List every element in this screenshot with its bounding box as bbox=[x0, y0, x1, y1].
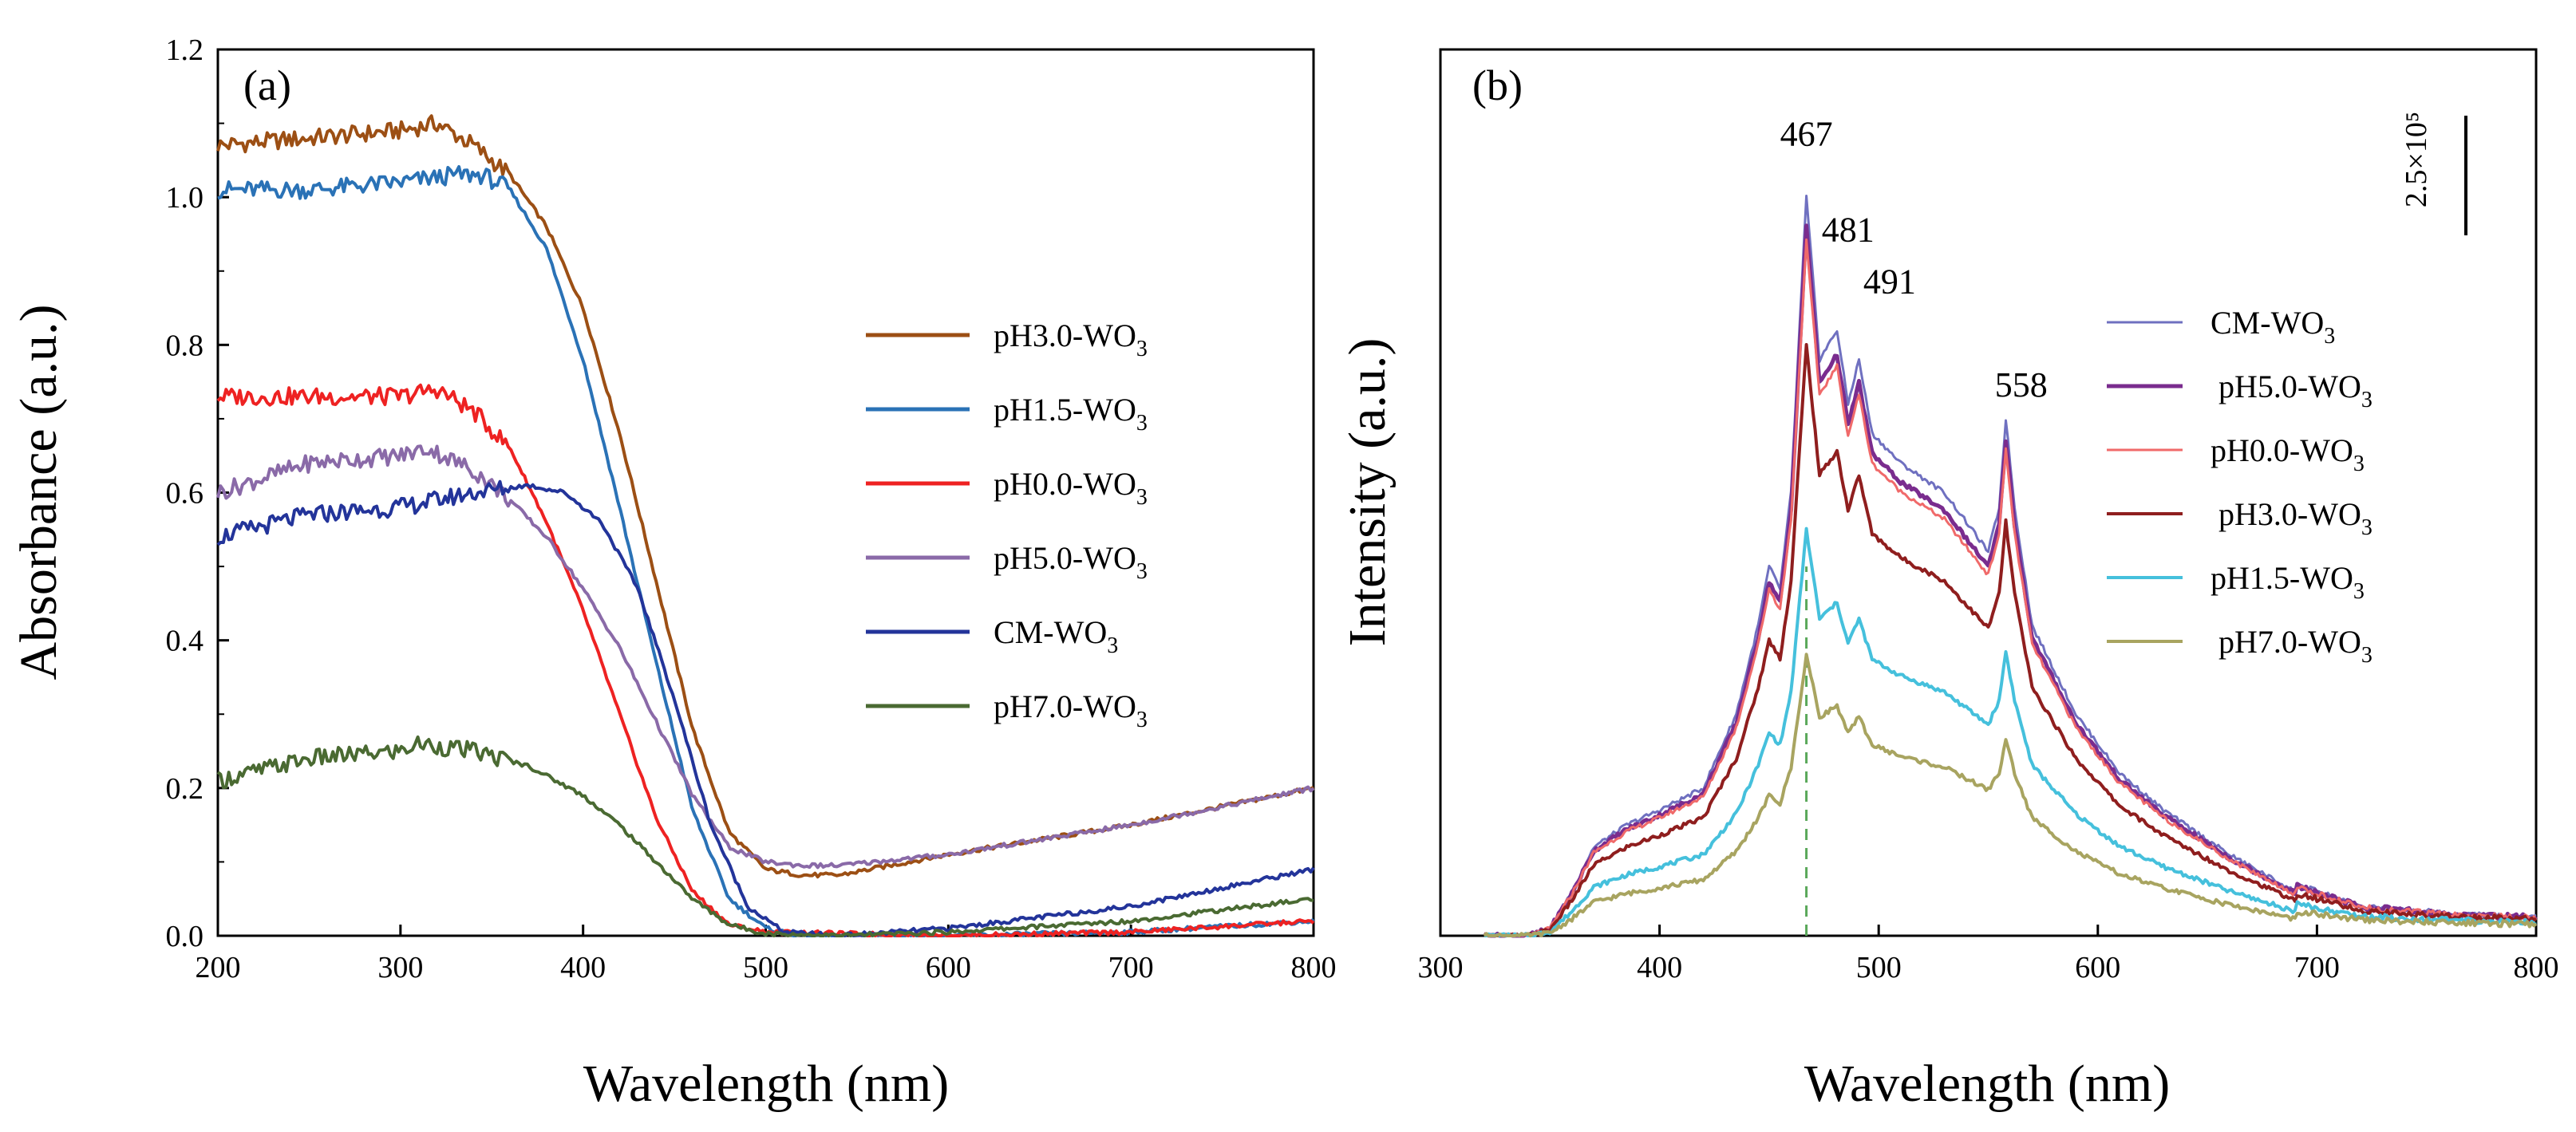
panel-b-series-line-pH5.0-WO3 bbox=[1483, 223, 2538, 938]
panel-b-x-tick-label: 700 bbox=[2294, 951, 2340, 984]
panel-a-y-tick-label: 1.0 bbox=[166, 181, 204, 215]
panel-b-x-axis-label: Wavelength (nm) bbox=[1804, 1055, 2170, 1113]
panel-a-series-line-pH3.0-WO3 bbox=[216, 114, 1315, 879]
peak-label-481: 481 bbox=[1822, 211, 1875, 250]
panel-b-tick-labels: 300 400 500 600 700 800 bbox=[1418, 951, 2559, 984]
panel-a-x-tick-label: 600 bbox=[926, 951, 971, 984]
panel-b-series bbox=[1483, 195, 2538, 938]
panel-a-x-tick-label: 200 bbox=[196, 951, 241, 984]
panel-a-x-tick-label: 700 bbox=[1108, 951, 1154, 984]
panel-b-legend-label: pH3.0-WO3 bbox=[2218, 496, 2373, 540]
panel-a-legend-label: CM-WO3 bbox=[994, 614, 1118, 658]
panel-b-legend-label: pH1.5-WO3 bbox=[2211, 560, 2365, 604]
panel-b-y-axis-label: Intensity (a.u.) bbox=[1338, 338, 1397, 647]
panel-b-legend-label: pH7.0-WO3 bbox=[2218, 624, 2373, 668]
panel-b-x-tick-label: 800 bbox=[2514, 951, 2559, 984]
panel-a-y-tick-label: 0.2 bbox=[166, 772, 204, 806]
panel-a-tag: (a) bbox=[243, 61, 291, 109]
panel-b-peak-labels: 467 481 491 558 bbox=[1780, 114, 2048, 404]
panel-a-legend-label: pH1.5-WO3 bbox=[994, 392, 1148, 436]
panel-b-x-tick-label: 300 bbox=[1418, 951, 1464, 984]
panel-a-x-tick-label: 500 bbox=[743, 951, 788, 984]
peak-label-467: 467 bbox=[1780, 114, 1833, 153]
panel-b-series-line-pH7.0-WO3 bbox=[1483, 653, 2538, 937]
panel-a-x-tick-label: 400 bbox=[560, 951, 606, 984]
panel-a-series-line-pH7.0-WO3 bbox=[216, 735, 1314, 937]
peak-label-558: 558 bbox=[1995, 365, 2048, 404]
panel-b-intensity-chart: 300 400 500 600 700 800 (b) Wavelength (nm) I… bbox=[1338, 48, 2559, 1113]
panel-b-legend-label: CM-WO3 bbox=[2211, 305, 2335, 349]
panel-b-series-line-pH0.0-WO3 bbox=[1484, 238, 2538, 937]
panel-a-plot-frame bbox=[216, 48, 1315, 937]
panel-a-ticks bbox=[216, 48, 1315, 937]
scale-bar-label: 2.5×10⁵ bbox=[2400, 112, 2433, 207]
panel-a-y-tick-label: 0.6 bbox=[166, 477, 204, 511]
panel-b-x-tick-label: 600 bbox=[2075, 951, 2120, 984]
panel-a-legend-label: pH5.0-WO3 bbox=[994, 540, 1148, 584]
panel-a-y-tick-label: 1.2 bbox=[166, 34, 204, 67]
panel-b-ticks bbox=[1439, 925, 2538, 936]
panel-a-x-axis-label: Wavelength (nm) bbox=[583, 1055, 949, 1113]
panel-a-y-tick-label: 0.8 bbox=[166, 329, 204, 362]
panel-b-series-line-pH1.5-WO3 bbox=[1484, 527, 2537, 937]
panel-a-y-axis-label: Absorbance (a.u.) bbox=[10, 305, 68, 680]
panel-a-legend-label: pH3.0-WO3 bbox=[994, 318, 1148, 361]
panel-a-series bbox=[216, 114, 1315, 937]
panel-a-series-line-CM-WO3 bbox=[216, 479, 1315, 937]
panel-b-tag: (b) bbox=[1472, 61, 1523, 109]
panel-b-series-line-pH3.0-WO3 bbox=[1484, 343, 2538, 937]
panel-a-series-line-pH0.0-WO3 bbox=[216, 383, 1315, 937]
panel-b-x-tick-label: 400 bbox=[1637, 951, 1682, 984]
panel-a-legend-label: pH0.0-WO3 bbox=[994, 466, 1148, 510]
panel-a-series-line-pH5.0-WO3 bbox=[216, 444, 1315, 870]
panel-b-x-tick-label: 500 bbox=[1856, 951, 1902, 984]
panel-a-absorbance-chart: 200 300 400 500 600 700 800 0.0 0.2 0.4 0.6 0.8 1.0 1… bbox=[10, 34, 1337, 1113]
panel-b-plot-frame bbox=[1439, 48, 2538, 937]
panel-a-tick-labels: 200 300 400 500 600 700 800 0.0 0.2 0.4 0.6 0.8 1.0 1… bbox=[166, 34, 1337, 984]
panel-a-legend: pH3.0-WO3 pH1.5-WO3 pH0.0-WO3 pH5.0-WO3 CM-W… bbox=[866, 318, 1148, 732]
panel-b-legend: CM-WO3 pH5.0-WO3 pH0.0-WO3 pH3.0-WO3 pH1.5-W… bbox=[2107, 305, 2373, 668]
panel-b-legend-label: pH0.0-WO3 bbox=[2211, 432, 2365, 476]
panel-a-x-tick-label: 800 bbox=[1291, 951, 1337, 984]
panel-a-legend-label: pH7.0-WO3 bbox=[994, 688, 1148, 732]
panel-a-y-tick-label: 0.4 bbox=[166, 625, 204, 658]
panel-b-legend-label: pH5.0-WO3 bbox=[2218, 369, 2373, 412]
panel-a-y-tick-label: 0.0 bbox=[166, 920, 204, 953]
panel-a-x-tick-label: 300 bbox=[377, 951, 423, 984]
peak-label-491: 491 bbox=[1863, 262, 1916, 302]
